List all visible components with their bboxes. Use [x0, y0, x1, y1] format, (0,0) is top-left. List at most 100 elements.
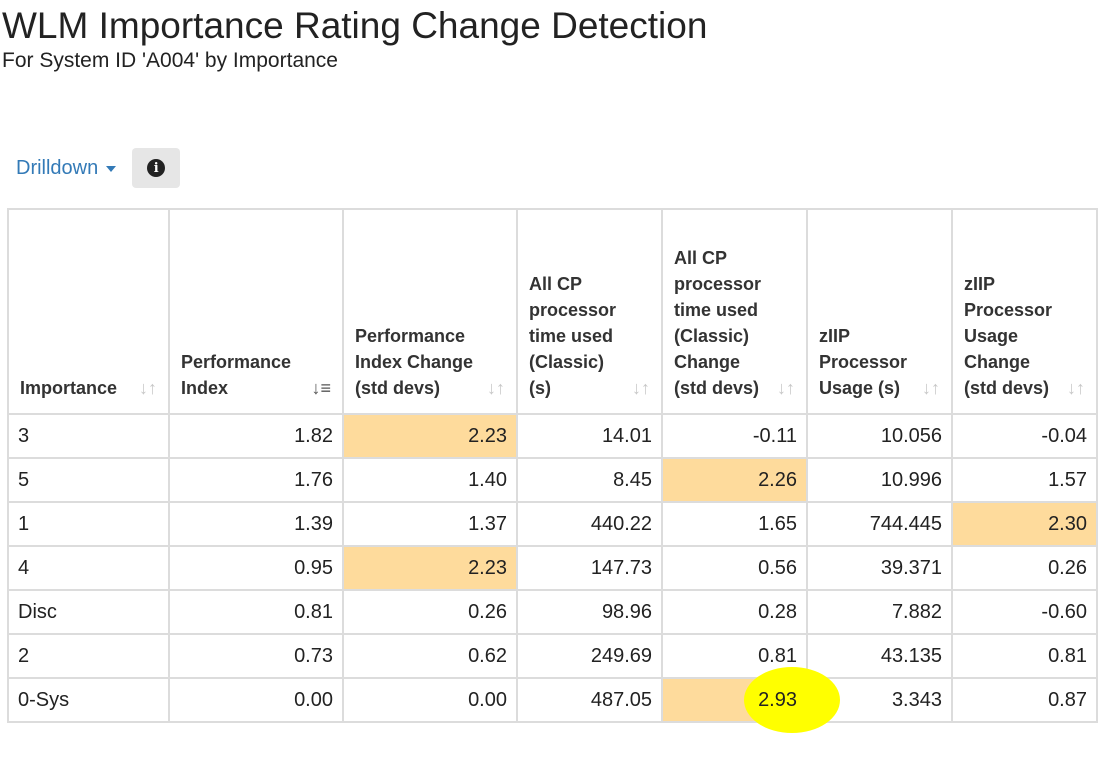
cell-value: Disc: [18, 600, 57, 623]
cell-value: -0.04: [1041, 424, 1087, 447]
table-cell: 0.00: [168, 677, 344, 723]
cell-value: 2.23: [468, 556, 507, 579]
cell-value: 14.01: [601, 424, 652, 447]
drilldown-label: Drilldown: [16, 156, 99, 179]
table-row: 4 0.95 2.23 147.73 0.56 39.371 0.26: [7, 545, 1098, 591]
cell-value: 0.26: [1048, 556, 1087, 579]
sort-icon[interactable]: ↓↑: [1067, 378, 1085, 398]
cell-value: 1: [18, 512, 30, 535]
table-cell: 744.445: [806, 501, 953, 547]
column-header[interactable]: All CP processor time used (Classic) Cha…: [661, 208, 808, 415]
table-cell: 10.996: [806, 457, 953, 503]
table-cell: 1.39: [168, 501, 344, 547]
sort-descending-icon[interactable]: ↓≡: [311, 378, 331, 398]
info-button[interactable]: i: [132, 148, 181, 188]
table-cell: -0.04: [951, 413, 1098, 459]
page-title: WLM Importance Rating Change Detection: [2, 5, 708, 46]
table-cell: 0.81: [168, 589, 344, 635]
table-cell: 2.23: [342, 545, 518, 591]
cell-value: 10.996: [880, 468, 942, 491]
table-cell: 0.56: [661, 545, 808, 591]
cell-value: 43.135: [880, 644, 942, 667]
column-header-content: All CP processor time used (Classic) Cha…: [674, 245, 795, 401]
column-header[interactable]: Importance ↓↑: [7, 208, 170, 415]
column-header-content: All CP processor time used (Classic) (s)…: [529, 271, 650, 401]
table-cell: 1.65: [661, 501, 808, 547]
cell-value: 0.95: [294, 556, 333, 579]
table-row: 2 0.73 0.62 249.69 0.81 43.135 0.81: [7, 633, 1098, 679]
cell-value: 3.343: [891, 688, 942, 711]
table-cell: 2.26: [661, 457, 808, 503]
toolbar: Drilldown i: [16, 148, 181, 188]
column-header[interactable]: Performance Index ↓≡: [168, 208, 344, 415]
sort-icon[interactable]: ↓↑: [632, 378, 650, 398]
column-header[interactable]: All CP processor time used (Classic) (s)…: [516, 208, 663, 415]
table-cell: 1.76: [168, 457, 344, 503]
table-cell: 0.81: [951, 633, 1098, 679]
table-header-row: Importance ↓↑ Performance Index ↓≡ Performan…: [7, 208, 1098, 415]
cell-value: 249.69: [590, 644, 652, 667]
table-cell: -0.11: [661, 413, 808, 459]
cell-value: 2.23: [468, 424, 507, 447]
cell-value: 2: [18, 644, 30, 667]
table-cell: 1.82: [168, 413, 344, 459]
table-cell: 1.57: [951, 457, 1098, 503]
table-cell: 5: [7, 457, 170, 503]
table-cell: 2.30: [951, 501, 1098, 547]
column-header-label: All CP processor time used (Classic) Cha…: [674, 248, 762, 398]
cell-value: 3: [18, 424, 30, 447]
yellow-annotation-mark: 2.93: [744, 666, 840, 733]
column-header-content: zIIP Processor Usage (s) ↓↑: [819, 323, 940, 401]
cell-value: 0.62: [468, 644, 507, 667]
column-header[interactable]: zIIP Processor Usage (s) ↓↑: [806, 208, 953, 415]
column-header-label: All CP processor time used (Classic) (s): [529, 274, 617, 398]
column-header[interactable]: zIIP Processor Usage Change (std devs) ↓↑: [951, 208, 1098, 415]
table-row: 1 1.39 1.37 440.22 1.65 744.445 2.30: [7, 501, 1098, 547]
table-row: 3 1.82 2.23 14.01 -0.11 10.056 -0.04: [7, 413, 1098, 459]
cell-value: 0-Sys: [18, 688, 70, 711]
sort-icon[interactable]: ↓↑: [139, 378, 157, 398]
sort-icon[interactable]: ↓↑: [777, 378, 795, 398]
table-cell: 1.37: [342, 501, 518, 547]
cell-value: 1.57: [1048, 468, 1087, 491]
table-cell: 0.95: [168, 545, 344, 591]
table-cell: 10.056: [806, 413, 953, 459]
table-cell: 0.28: [661, 589, 808, 635]
cell-value: 2.26: [758, 468, 797, 491]
table-cell: 0.87: [951, 677, 1098, 723]
table-cell: 8.45: [516, 457, 663, 503]
cell-value: 0.73: [294, 644, 333, 667]
drilldown-dropdown[interactable]: Drilldown: [16, 156, 117, 180]
table-cell: 2.23: [342, 413, 518, 459]
table-cell: 147.73: [516, 545, 663, 591]
column-header[interactable]: Performance Index Change (std devs) ↓↑: [342, 208, 518, 415]
cell-value: 2.30: [1048, 512, 1087, 535]
table-cell: 14.01: [516, 413, 663, 459]
table-cell: 1.40: [342, 457, 518, 503]
table-cell: 487.05: [516, 677, 663, 723]
cell-value: 0.00: [468, 688, 507, 711]
cell-value: 4: [18, 556, 30, 579]
table-cell: 39.371: [806, 545, 953, 591]
cell-value: 0.81: [1048, 644, 1087, 667]
table-cell: -0.60: [951, 589, 1098, 635]
column-header-content: Performance Index ↓≡: [181, 349, 331, 401]
cell-value: 487.05: [590, 688, 652, 711]
table-cell: 0.62: [342, 633, 518, 679]
cell-value: 0.81: [294, 600, 333, 623]
cell-value: 0.00: [294, 688, 333, 711]
cell-value: -0.60: [1041, 600, 1087, 623]
sort-icon[interactable]: ↓↑: [922, 378, 940, 398]
cell-value: 5: [18, 468, 30, 491]
cell-value: 10.056: [880, 424, 942, 447]
cell-value: 744.445: [869, 512, 942, 535]
cell-value: 440.22: [590, 512, 652, 535]
table-body: 3 1.82 2.23 14.01 -0.11 10.056 -0.04 5 1.76 1.40 8…: [7, 413, 1098, 733]
cell-value: 0.87: [1048, 688, 1087, 711]
column-header-content: Importance ↓↑: [20, 375, 157, 401]
table-cell: 249.69: [516, 633, 663, 679]
table-cell: 440.22: [516, 501, 663, 547]
table-cell: 1: [7, 501, 170, 547]
sort-icon[interactable]: ↓↑: [487, 378, 505, 398]
cell-value: 1.37: [468, 512, 507, 535]
